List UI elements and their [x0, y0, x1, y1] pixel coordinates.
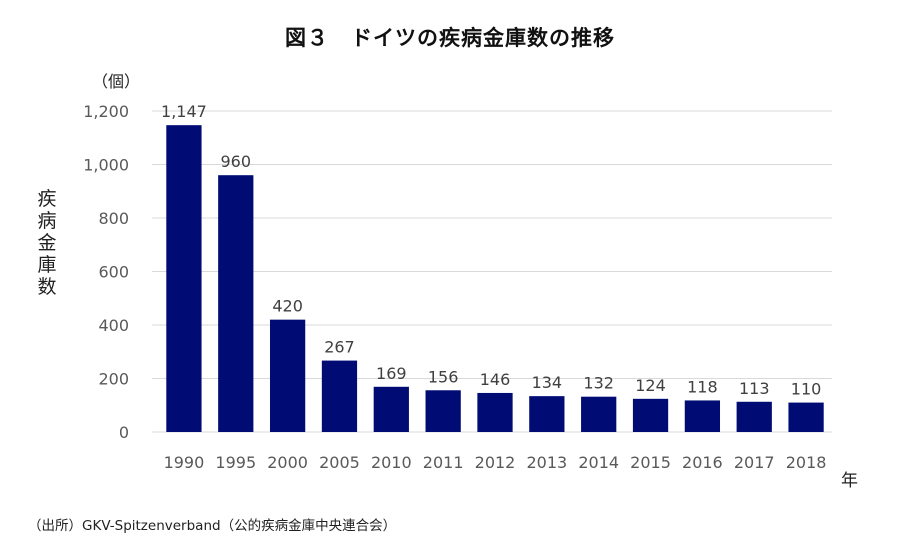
data-label: 960 — [220, 152, 251, 171]
x-tick-label: 2017 — [734, 453, 775, 472]
bar — [736, 401, 772, 432]
data-label: 124 — [635, 376, 666, 395]
bar — [788, 402, 824, 432]
x-tick-label: 2010 — [371, 453, 412, 472]
x-tick-label: 2016 — [682, 453, 723, 472]
data-label: 110 — [791, 380, 822, 399]
bar — [529, 396, 565, 432]
data-label: 169 — [376, 364, 407, 383]
y-axis-label-char: 庫 — [37, 254, 57, 276]
y-tick-label: 400 — [98, 316, 129, 335]
bar — [632, 398, 669, 432]
data-label: 420 — [272, 297, 303, 316]
data-label: 1,147 — [161, 102, 207, 121]
bar — [373, 386, 409, 432]
y-tick-label: 600 — [98, 263, 129, 282]
bar — [684, 400, 721, 432]
y-axis-ticks: 0 200 400 600 800 1,000 1,200 — [83, 102, 129, 442]
y-axis-unit: （個） — [92, 72, 141, 91]
bar — [269, 319, 306, 432]
bar — [321, 360, 358, 432]
x-axis-ticks: 1990 1995 2000 2005 2010 2011 2012 2013 2014 2015… — [164, 453, 827, 472]
y-axis-label-char: 病 — [37, 210, 57, 232]
data-label: 113 — [739, 379, 770, 398]
data-label: 132 — [583, 374, 614, 393]
chart-title: 図３ ドイツの疾病金庫数の推移 — [285, 26, 615, 50]
bar — [218, 175, 254, 432]
bar — [166, 125, 202, 433]
x-tick-label: 2015 — [630, 453, 671, 472]
x-tick-label: 2011 — [423, 453, 464, 472]
data-labels: 1,147 960 420 267 169 156 146 134 132 124 118 113 11… — [161, 102, 821, 398]
y-tick-label: 1,000 — [83, 156, 129, 175]
y-axis-label-char: 疾 — [37, 188, 57, 210]
data-label: 146 — [480, 370, 511, 389]
bars — [166, 125, 824, 433]
x-tick-label: 1990 — [164, 453, 205, 472]
x-tick-label: 1995 — [215, 453, 256, 472]
data-label: 118 — [687, 377, 718, 396]
x-tick-label: 2013 — [526, 453, 567, 472]
x-axis-label: 年 — [841, 471, 858, 491]
bar — [477, 392, 513, 432]
x-tick-label: 2000 — [267, 453, 308, 472]
source-note: （出所）GKV-Spitzenverband（公的疾病金庫中央連合会） — [28, 518, 397, 534]
gridlines — [152, 110, 832, 433]
data-label: 134 — [532, 373, 563, 392]
x-tick-label: 2005 — [319, 453, 360, 472]
x-tick-label: 2012 — [475, 453, 516, 472]
y-axis-label-char: 金 — [37, 232, 57, 254]
y-tick-label: 1,200 — [83, 102, 129, 121]
x-tick-label: 2018 — [786, 453, 827, 472]
data-label: 267 — [324, 338, 355, 357]
y-axis-label-char: 数 — [37, 276, 57, 298]
data-label: 156 — [428, 367, 459, 386]
x-tick-label: 2014 — [578, 453, 619, 472]
y-tick-label: 200 — [98, 370, 129, 389]
bar — [581, 396, 617, 432]
y-tick-label: 0 — [119, 423, 129, 442]
y-tick-label: 800 — [98, 209, 129, 228]
bar — [425, 390, 461, 432]
y-axis-label: 疾病金庫数 — [34, 188, 60, 298]
